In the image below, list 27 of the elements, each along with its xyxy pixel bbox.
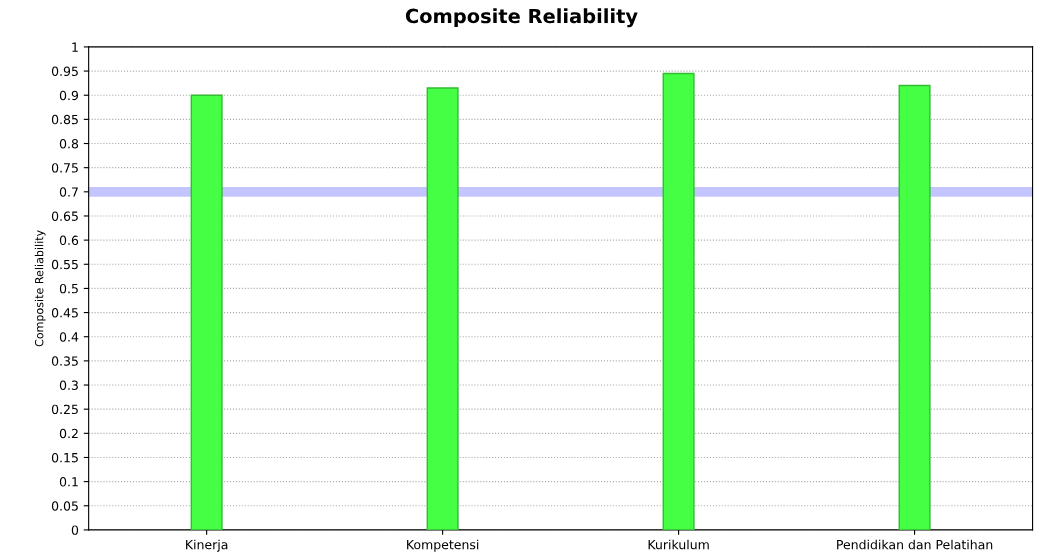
x-tick-label: Kompetensi [407,539,479,552]
y-tick-label: 0.65 [51,211,78,221]
x-tick-label: Kinerja [186,539,228,552]
y-tick-label: 0.5 [59,283,78,294]
y-tick-label: 0.8 [59,138,79,149]
y-tick-label: 0.1 [59,477,78,487]
y-tick-label: 0.4 [59,332,79,342]
y-tick-label: 0.95 [51,66,78,76]
y-tick-label: 0.25 [51,404,78,415]
y-tick-label: 0 [71,525,79,535]
y-axis-title: Composite Reliability [34,230,46,347]
chart-title: Composite Reliability [405,8,638,28]
y-tick-label: 0.55 [51,259,78,270]
x-tick-label: Pendidikan dan Pelatihan [837,539,993,550]
y-tick-label: 0.6 [59,235,79,246]
y-tick-label: 0.75 [51,163,78,173]
y-tick-label: 0.2 [59,428,78,439]
y-tick-label: 0.35 [51,356,78,366]
y-tick-label: 1 [72,42,78,52]
x-tick-label: Kurikulum [648,539,709,550]
y-tick-label: 0.7 [59,187,78,197]
y-tick-label: 0.85 [51,114,78,125]
y-tick-label: 0.15 [51,452,78,463]
y-tick-label: 0.3 [59,380,78,390]
y-tick-label: 0.9 [59,90,79,101]
y-tick-label: 0.05 [51,501,78,511]
y-tick-label: 0.45 [51,308,78,318]
